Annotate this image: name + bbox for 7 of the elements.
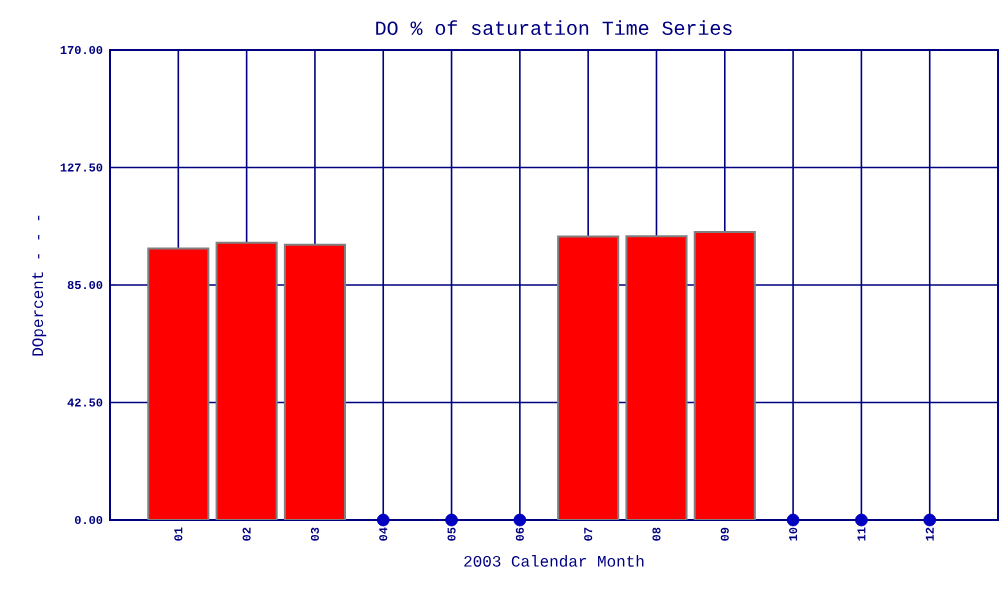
bar <box>283 243 346 520</box>
bar <box>215 241 278 520</box>
bar <box>147 247 210 520</box>
bar <box>625 235 688 520</box>
bar <box>557 235 620 520</box>
chart-title: DO % of saturation Time Series <box>376 20 732 35</box>
bar <box>693 230 756 520</box>
